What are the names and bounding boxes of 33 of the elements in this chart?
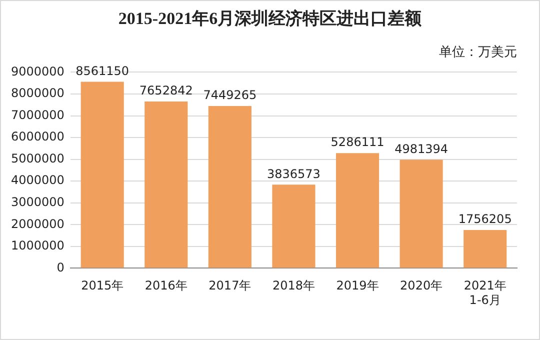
x-tick-label: 2019年: [336, 278, 379, 293]
x-tick-label: 2020年: [400, 278, 443, 293]
data-label: 5286111: [330, 135, 384, 150]
y-tick-label: 9000000: [10, 64, 64, 78]
data-label: 4981394: [394, 142, 448, 156]
y-tick-label: 7000000: [10, 108, 64, 122]
data-label: 7652842: [139, 84, 193, 98]
y-tick-label: 0: [56, 260, 64, 274]
y-tick-label: 3000000: [10, 194, 64, 209]
bar: [144, 102, 188, 268]
chart-title: 2015-2021年6月深圳经济特区进出口差额: [117, 8, 423, 30]
data-label: 1756205: [458, 212, 512, 226]
x-tick-label: 2016年: [144, 278, 188, 293]
y-tick-label: 8000000: [10, 86, 64, 100]
bar: [464, 230, 507, 268]
data-label: 7449265: [203, 88, 257, 102]
bar: [272, 184, 316, 268]
bar: [80, 82, 124, 268]
bar: [400, 160, 443, 268]
y-tick-label: 5000000: [10, 151, 64, 166]
y-tick-label: 1000000: [10, 238, 64, 253]
y-tick-label: 6000000: [10, 130, 64, 144]
x-tick-label: 2021年 1-6月: [464, 278, 506, 307]
y-tick-label: 2000000: [10, 216, 64, 231]
bar: [336, 153, 380, 268]
x-tick-label: 2017年: [208, 278, 252, 293]
y-tick-label: 4000000: [10, 173, 64, 188]
x-tick-label: 2015年: [81, 278, 124, 293]
data-label: 8561150: [76, 64, 130, 78]
x-tick-label: 2018年: [272, 278, 315, 293]
data-label: 3836573: [266, 166, 320, 181]
bar: [208, 106, 252, 268]
chart-subtitle: 单位：万美元: [439, 44, 517, 61]
